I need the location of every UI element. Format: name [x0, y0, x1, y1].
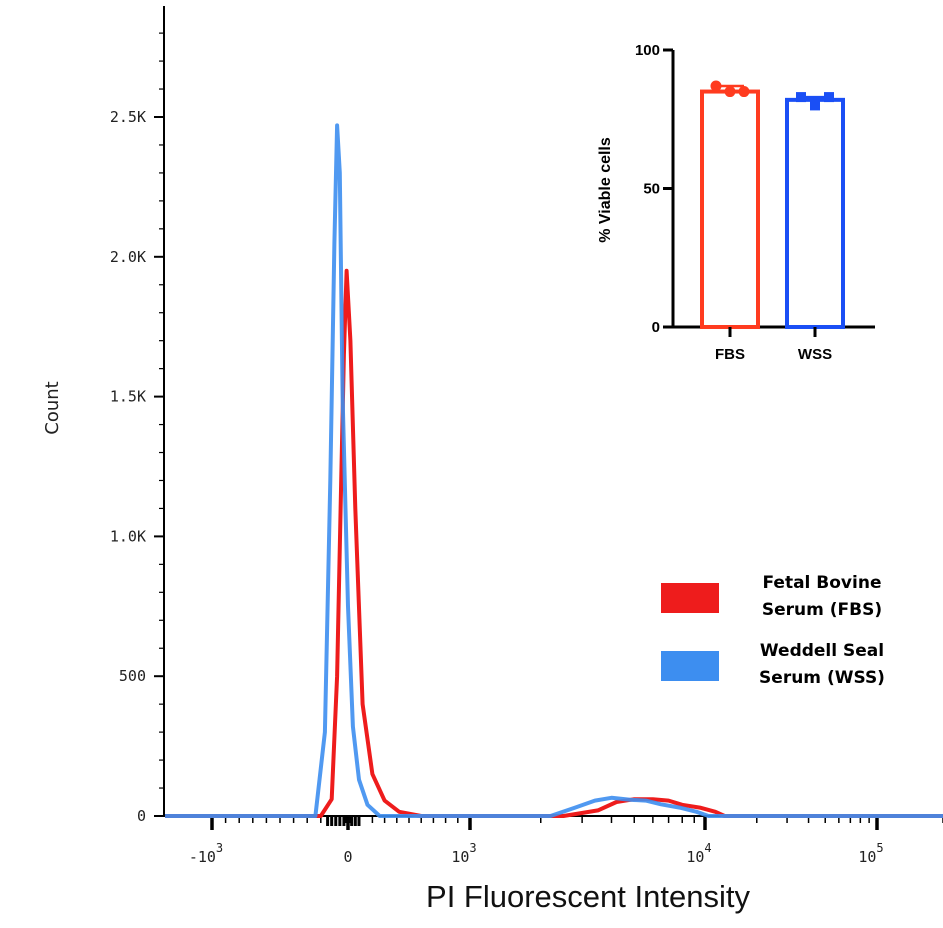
- y-tick-label: 2.5K: [110, 108, 146, 126]
- inset-y-tick-label: 0: [652, 319, 660, 336]
- x-tick-base: 0: [343, 848, 352, 866]
- inset-replicate-point: [810, 100, 820, 111]
- inset-replicate-point: [796, 92, 806, 103]
- legend-label-line2: Serum (WSS): [759, 668, 885, 688]
- legend-swatch-wss: [661, 651, 719, 681]
- x-tick-exponent: 3: [216, 841, 223, 855]
- series-line-fbs: [165, 268, 943, 818]
- inset-y-tick-label: 100: [635, 42, 660, 59]
- x-tick-label: 104: [686, 841, 711, 866]
- inset-bar-wss: [785, 97, 845, 329]
- y-tick-label: 0: [137, 807, 146, 825]
- x-axis-label: PI Fluorescent Intensity: [426, 879, 750, 914]
- x-tick-base: 10: [858, 848, 876, 866]
- x-tick-label: 0: [343, 848, 352, 866]
- inset-x-tick-label: WSS: [798, 346, 832, 363]
- x-tick-label: -103: [189, 841, 223, 866]
- x-tick-base: 10: [451, 848, 469, 866]
- y-tick-label: 1.5K: [110, 388, 146, 406]
- x-tick-exponent: 5: [876, 841, 883, 855]
- y-tick-label: 2.0K: [110, 248, 146, 266]
- x-tick-base: 10: [686, 848, 704, 866]
- x-tick-exponent: 4: [704, 841, 711, 855]
- x-tick-exponent: 3: [469, 841, 476, 855]
- y-tick-label: 1.0K: [110, 527, 146, 545]
- inset-y-axis-label: % Viable cells: [597, 137, 614, 243]
- x-tick-label: 103: [451, 841, 476, 866]
- y-tick-label: 500: [119, 667, 146, 685]
- y-axis-label: Count: [42, 381, 63, 434]
- inset-replicate-point: [824, 92, 834, 103]
- series-line-wss: [165, 123, 943, 818]
- inset-y-tick-label: 50: [643, 181, 660, 198]
- viability-bar-chart: 0 50 100 % Viable cells FBS WSS: [597, 42, 875, 363]
- inset-replicate-point: [738, 86, 750, 98]
- legend-swatch-fbs: [661, 583, 719, 613]
- legend-label-line2: Serum (FBS): [762, 600, 882, 620]
- inset-x-tick-label: FBS: [715, 346, 745, 363]
- legend-label-line1: Weddell Seal: [760, 641, 884, 661]
- legend: Fetal Bovine Serum (FBS) Weddell Seal Serum…: [661, 573, 885, 688]
- x-tick-base: -10: [189, 848, 216, 866]
- legend-label-line1: Fetal Bovine: [763, 573, 882, 593]
- inset-replicate-point: [724, 86, 736, 98]
- inset-replicate-point: [710, 80, 722, 92]
- inset-bar-fbs: [700, 89, 760, 329]
- x-tick-label: 105: [858, 841, 883, 866]
